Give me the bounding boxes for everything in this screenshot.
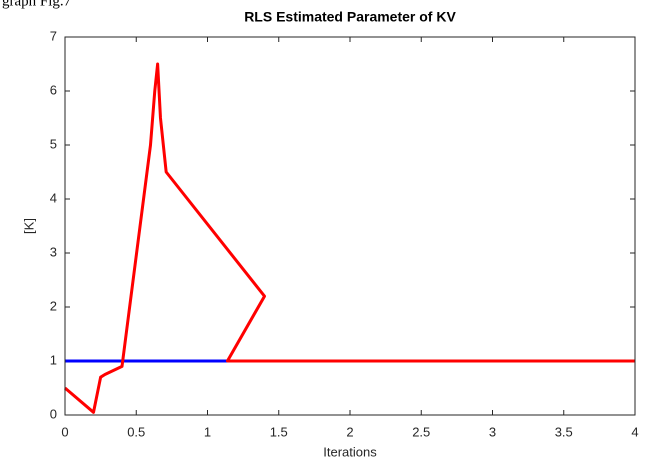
y-tick-label: 7: [50, 28, 57, 43]
y-tick-label: 5: [50, 136, 57, 151]
data-line: [64, 62, 635, 414]
x-tick-label: 0.5: [127, 424, 145, 439]
x-tick-label: 1.5: [270, 424, 288, 439]
plot-area: [65, 37, 635, 415]
x-axis-label: Iterations: [323, 444, 377, 459]
y-tick-label: 4: [50, 190, 57, 205]
x-tick-label: 3.5: [555, 424, 573, 439]
x-tick-label: 2.5: [412, 424, 430, 439]
caption: graph Fig.7: [2, 0, 72, 9]
y-tick-label: 1: [50, 352, 57, 367]
axes-box: [64, 36, 636, 416]
x-tick-label: 4: [631, 424, 638, 439]
y-tick-label: 6: [50, 82, 57, 97]
x-tick-label: 3: [489, 424, 496, 439]
x-tick-label: 0: [61, 424, 68, 439]
y-tick-label: 3: [50, 244, 57, 259]
y-axis-label: [K]: [21, 218, 36, 234]
x-tick-label: 1: [204, 424, 211, 439]
x-tick-label: 2: [346, 424, 353, 439]
chart-title: RLS Estimated Parameter of KV: [244, 9, 456, 25]
y-tick-label: 2: [50, 298, 57, 313]
y-tick-label: 0: [50, 406, 57, 421]
